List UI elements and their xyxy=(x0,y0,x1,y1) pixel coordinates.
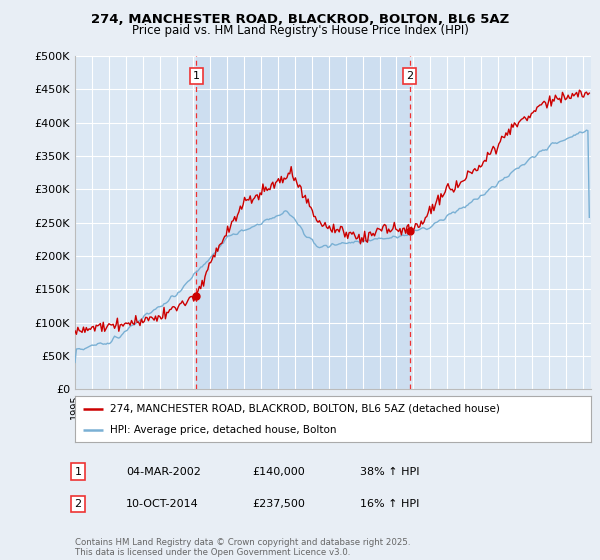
Text: 16% ↑ HPI: 16% ↑ HPI xyxy=(360,499,419,509)
Bar xyxy=(196,56,410,389)
Text: £237,500: £237,500 xyxy=(252,499,305,509)
Text: Contains HM Land Registry data © Crown copyright and database right 2025.
This d: Contains HM Land Registry data © Crown c… xyxy=(75,538,410,557)
Text: 2: 2 xyxy=(74,499,82,509)
Text: 10-OCT-2014: 10-OCT-2014 xyxy=(126,499,199,509)
Text: HPI: Average price, detached house, Bolton: HPI: Average price, detached house, Bolt… xyxy=(110,425,337,435)
Text: 274, MANCHESTER ROAD, BLACKROD, BOLTON, BL6 5AZ (detached house): 274, MANCHESTER ROAD, BLACKROD, BOLTON, … xyxy=(110,404,500,414)
Text: £140,000: £140,000 xyxy=(252,466,305,477)
Text: 1: 1 xyxy=(193,71,200,81)
Text: 04-MAR-2002: 04-MAR-2002 xyxy=(126,466,201,477)
Text: 274, MANCHESTER ROAD, BLACKROD, BOLTON, BL6 5AZ: 274, MANCHESTER ROAD, BLACKROD, BOLTON, … xyxy=(91,13,509,26)
Text: 1: 1 xyxy=(74,466,82,477)
Text: Price paid vs. HM Land Registry's House Price Index (HPI): Price paid vs. HM Land Registry's House … xyxy=(131,24,469,37)
Text: 2: 2 xyxy=(406,71,413,81)
Text: 38% ↑ HPI: 38% ↑ HPI xyxy=(360,466,419,477)
